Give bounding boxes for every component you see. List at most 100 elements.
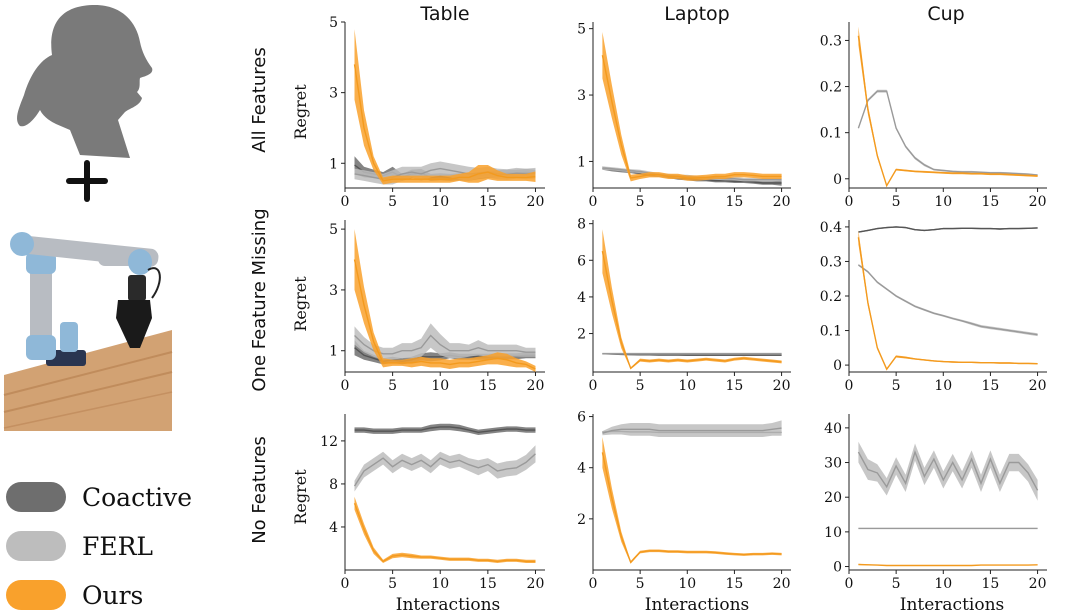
y-tick-label: 1: [329, 156, 338, 172]
y-tick-label: 1: [329, 344, 338, 360]
x-tick-label: 5: [892, 576, 901, 592]
y-tick-label: 12: [320, 434, 338, 450]
y-tick-label: 0: [833, 358, 842, 374]
ylabel-row-2: Regret: [291, 469, 310, 525]
x-tick-label: 0: [341, 194, 350, 210]
x-tick-label: 10: [678, 576, 696, 592]
legend-label-coactive: Coactive: [82, 483, 192, 512]
x-tick-label: 10: [934, 378, 952, 394]
x-tick-label: 10: [934, 194, 952, 210]
y-tick-label: 4: [577, 461, 586, 477]
y-tick-label: 10: [824, 525, 842, 541]
band-ferl: [858, 263, 1038, 337]
x-tick-label: 20: [773, 576, 791, 592]
y-tick-label: 6: [577, 410, 586, 426]
x-tick-label: 15: [982, 378, 1000, 394]
legend: Coactive FERL Ours: [6, 482, 192, 610]
ylabel-row-0: Regret: [291, 84, 310, 140]
x-tick-label: 20: [527, 194, 545, 210]
x-tick-label: 10: [431, 576, 449, 592]
panel-all-features-laptop: 0 5 10 15 20 1 3 5: [577, 22, 791, 210]
x-tick-label: 0: [845, 194, 854, 210]
xlabel-cup: Interactions: [900, 595, 1005, 615]
legend-label-ours: Ours: [82, 581, 143, 610]
x-tick-label: 10: [431, 378, 449, 394]
xlabel-laptop: Interactions: [645, 595, 750, 615]
panel-one-feature-missing-table: 0 5 10 15 20 1 3 5: [329, 220, 545, 394]
panel-one-feature-missing-laptop: 0 5 10 15 20 2 4 6 8: [577, 217, 791, 394]
column-title-table: Table: [419, 3, 469, 25]
line-ours: [858, 563, 1038, 567]
x-tick-label: 20: [527, 378, 545, 394]
x-tick-label: 0: [589, 576, 598, 592]
line-ours: [857, 35, 1038, 188]
x-tick-label: 20: [1029, 378, 1047, 394]
y-tick-label: 8: [329, 477, 338, 493]
y-tick-label: 0.4: [820, 220, 842, 236]
x-tick-label: 15: [726, 194, 744, 210]
line-ours: [601, 55, 782, 179]
line-coactive: [602, 353, 782, 356]
y-tick-label: 4: [329, 520, 338, 536]
y-tick-label: 0.2: [820, 80, 842, 96]
x-tick-label: 15: [479, 378, 497, 394]
x-tick-label: 20: [1029, 576, 1047, 592]
x-tick-label: 15: [726, 378, 744, 394]
x-tick-label: 0: [589, 194, 598, 210]
x-tick-label: 15: [479, 194, 497, 210]
plus-icon: [66, 160, 108, 202]
y-tick-label: 2: [577, 512, 586, 528]
y-tick-label: 2: [577, 327, 586, 343]
x-tick-label: 0: [341, 576, 350, 592]
x-tick-label: 5: [636, 378, 645, 394]
line-ours: [353, 503, 536, 563]
x-tick-label: 0: [845, 378, 854, 394]
panel-no-features-table: 0 5 10 15 20 4 8 12: [320, 414, 545, 592]
x-tick-label: 20: [527, 576, 545, 592]
x-tick-label: 5: [388, 576, 397, 592]
panel-all-features-table: 0 5 10 15 20 1 3 5: [329, 15, 545, 210]
panel-no-features-cup: 0 5 10 15 20 0 10 20 30 40: [824, 414, 1047, 592]
panel-one-feature-missing-cup: 0 5 10 15 20 0 0.1 0.2 0.3 0.4: [820, 220, 1047, 394]
y-tick-label: 6: [577, 253, 586, 269]
band-coactive: [354, 423, 536, 435]
x-tick-label: 5: [892, 378, 901, 394]
y-tick-label: 20: [824, 490, 842, 506]
line-ferl: [857, 90, 1038, 176]
band-ferl: [858, 89, 1038, 176]
robot-arm-photo: [3, 205, 173, 431]
row-label-no-features: No Features: [249, 436, 270, 544]
y-tick-label: 30: [824, 456, 842, 472]
y-tick-label: 0.1: [820, 126, 842, 142]
x-tick-label: 15: [982, 194, 1000, 210]
band-ferl: [354, 323, 536, 360]
band-ours: [602, 437, 782, 564]
band-ours: [354, 29, 536, 185]
left-panel: Coactive FERL Ours: [3, 5, 192, 610]
line-ours: [857, 237, 1038, 371]
x-tick-label: 0: [589, 378, 598, 394]
column-title-cup: Cup: [927, 3, 964, 25]
y-tick-label: 8: [577, 217, 586, 233]
x-tick-label: 20: [1029, 194, 1047, 210]
x-tick-label: 10: [934, 576, 952, 592]
x-tick-label: 5: [388, 378, 397, 394]
y-tick-label: 40: [824, 421, 842, 437]
x-tick-label: 10: [431, 194, 449, 210]
x-tick-label: 5: [892, 194, 901, 210]
y-tick-label: 3: [577, 88, 586, 104]
band-ferl: [602, 166, 782, 182]
x-tick-label: 5: [388, 194, 397, 210]
line-ferl: [857, 264, 1038, 336]
y-tick-label: 5: [329, 222, 338, 238]
band-ferl: [354, 445, 536, 492]
x-tick-label: 15: [726, 576, 744, 592]
y-tick-label: 0: [833, 560, 842, 576]
row-label-all-features: All Features: [249, 47, 270, 152]
x-tick-label: 20: [773, 194, 791, 210]
band-ours: [602, 32, 782, 182]
y-tick-label: 0.3: [820, 254, 842, 270]
y-tick-label: 0.3: [820, 33, 842, 49]
